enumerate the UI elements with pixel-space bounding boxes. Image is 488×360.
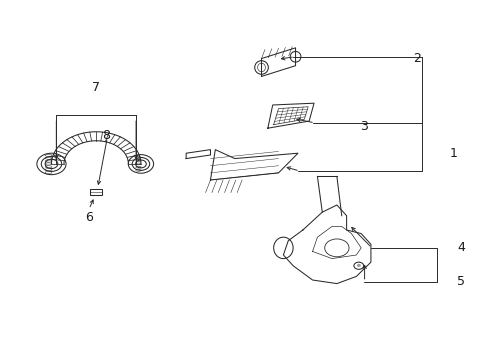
Text: 4: 4 [456, 241, 464, 255]
Text: 2: 2 [412, 52, 420, 65]
Text: e: e [356, 263, 360, 268]
Text: 3: 3 [359, 120, 367, 133]
Text: 7: 7 [92, 81, 100, 94]
Bar [90, 189, 102, 194]
Text: 8: 8 [102, 129, 110, 142]
Text: 5: 5 [456, 275, 464, 288]
Text: 6: 6 [85, 211, 93, 224]
Text: 1: 1 [449, 147, 457, 160]
